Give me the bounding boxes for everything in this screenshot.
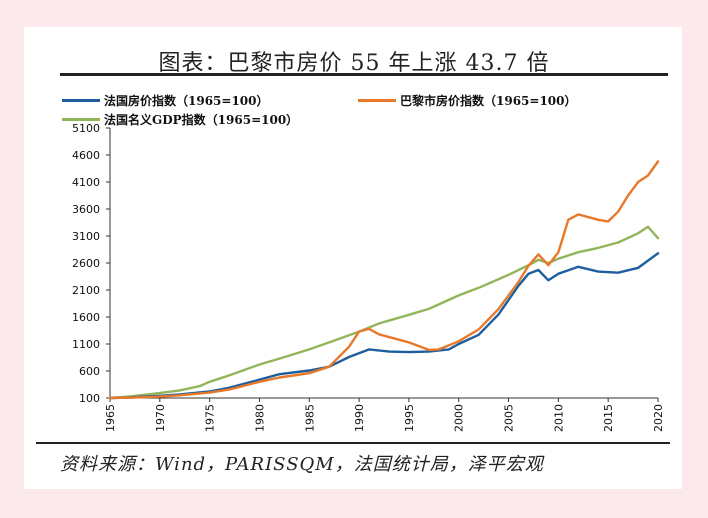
y-tick-label: 100: [79, 392, 100, 405]
x-tick-label: 1980: [253, 404, 266, 432]
x-tick-label: 1970: [154, 404, 167, 432]
x-tick-label: 1990: [353, 404, 366, 432]
legend-swatch-france-house: [62, 99, 100, 102]
y-tick-label: 5100: [72, 122, 100, 135]
y-tick-label: 3600: [72, 203, 100, 216]
series-line-paris-house: [108, 160, 660, 400]
y-tick-label: 600: [79, 365, 100, 378]
source-note: 资料来源：Wind，PARISSQM，法国统计局，泽平宏观: [60, 454, 544, 475]
source-divider: [36, 442, 670, 444]
y-tick-label: 4100: [72, 176, 100, 189]
x-tick-label: 1975: [204, 404, 217, 432]
y-tick-label: 4600: [72, 149, 100, 162]
series-line-france-house: [108, 252, 660, 400]
x-tick-label: 1985: [303, 404, 316, 432]
chart-card: [24, 27, 682, 489]
x-tick-label: 2005: [503, 404, 516, 432]
legend-label-paris-house: 巴黎市房价指数（1965=100）: [400, 94, 577, 108]
x-tick-label: 1995: [403, 404, 416, 432]
x-tick-label: 1965: [104, 404, 117, 432]
y-tick-label: 1600: [72, 311, 100, 324]
title-divider: [60, 73, 668, 76]
x-tick-label: 2015: [602, 404, 615, 432]
series-line-gdp: [108, 225, 660, 400]
y-tick-label: 1100: [72, 338, 100, 351]
legend-item-gdp: 法国名义GDP指数（1965=100）: [62, 111, 298, 128]
legend-swatch-gdp: [62, 118, 100, 121]
legend-item-paris-house: 巴黎市房价指数（1965=100）: [358, 92, 577, 109]
x-tick-label: 2000: [453, 404, 466, 432]
y-tick-label: 3100: [72, 230, 100, 243]
y-tick-label: 2100: [72, 284, 100, 297]
legend-label-france-house: 法国房价指数（1965=100）: [104, 94, 269, 108]
chart-title: 图表：巴黎市房价 55 年上涨 43.7 倍: [158, 51, 550, 76]
legend-swatch-paris-house: [358, 99, 396, 102]
legend-label-gdp: 法国名义GDP指数（1965=100）: [104, 113, 299, 127]
x-tick-label: 2010: [552, 404, 565, 432]
y-tick-label: 2600: [72, 257, 100, 270]
x-tick-label: 2020: [652, 404, 665, 432]
legend-item-france-house: 法国房价指数（1965=100）: [62, 92, 269, 109]
